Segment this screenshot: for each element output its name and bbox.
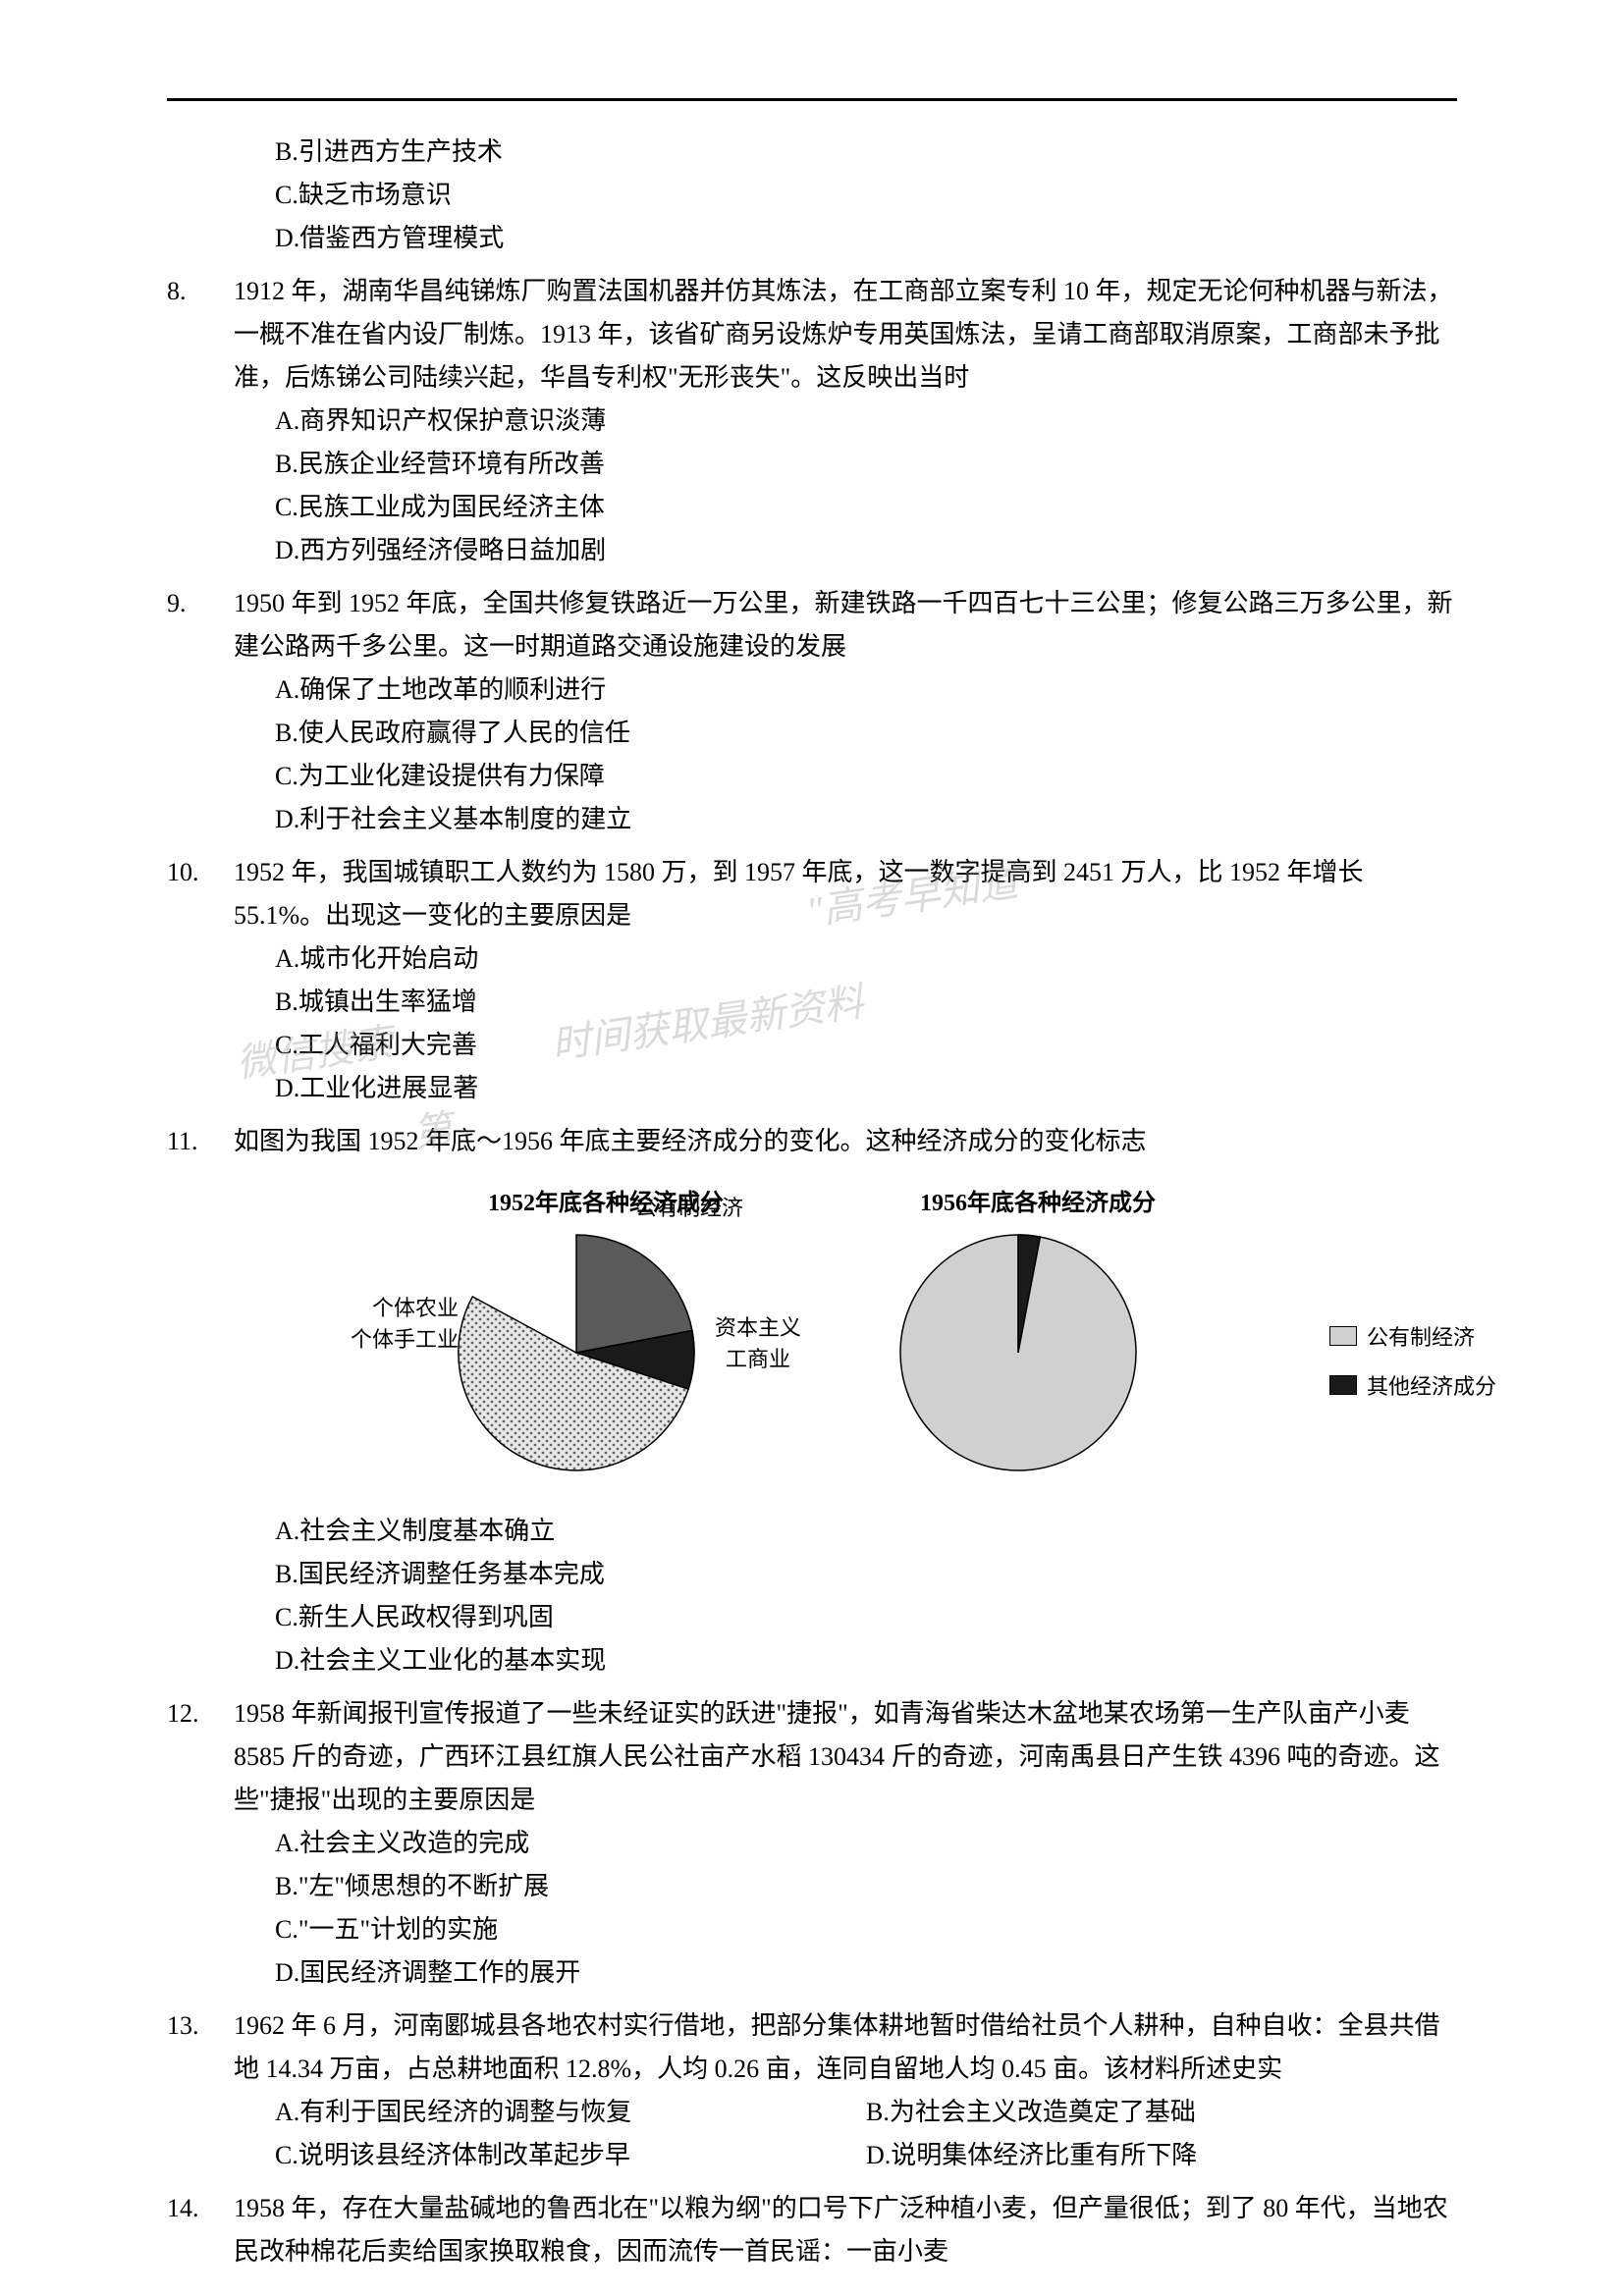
q10-option-c: C.工人福利大完善 (167, 1024, 1457, 1067)
q9-option-c: C.为工业化建设提供有力保障 (167, 755, 1457, 798)
pie-1956-svg (891, 1225, 1146, 1480)
q11-stem: 11.如图为我国 1952 年底～1956 年底主要经济成分的变化。这种经济成分… (167, 1120, 1457, 1163)
q8-option-b: B.民族企业经营环境有所改善 (167, 443, 1457, 486)
chart-1952: 1952年底各种经济成分 (439, 1183, 773, 1480)
q13-row1: A.有利于国民经济的调整与恢复 B.为社会主义改造奠定了基础 (167, 2091, 1457, 2134)
question-9: 9.1950 年到 1952 年底，全国共修复铁路近一万公里，新建铁路一千四百七… (167, 582, 1457, 841)
question-11: 11.如图为我国 1952 年底～1956 年底主要经济成分的变化。这种经济成分… (167, 1120, 1457, 1682)
legend-label-other: 其他经济成分 (1367, 1369, 1496, 1401)
q12-option-d: D.国民经济调整工作的展开 (167, 1951, 1457, 1995)
q11-option-c: C.新生人民政权得到巩固 (167, 1596, 1457, 1639)
question-10: 10.1952 年，我国城镇职工人数约为 1580 万，到 1957 年底，这一… (167, 851, 1457, 1110)
q13-stem: 13.1962 年 6 月，河南郾城县各地农村实行借地，把部分集体耕地暂时借给社… (167, 2004, 1457, 2091)
q12-option-c: C."一五"计划的实施 (167, 1908, 1457, 1951)
q12-option-b: B."左"倾思想的不断扩展 (167, 1865, 1457, 1908)
q10-option-a: A.城市化开始启动 (167, 937, 1457, 981)
chart-legend: 公有制经济 其他经济成分 (1329, 1320, 1496, 1418)
top-rule (167, 98, 1457, 101)
chart-1956-title: 1956年底各种经济成分 (891, 1183, 1185, 1217)
q11-option-d: D.社会主义工业化的基本实现 (167, 1639, 1457, 1682)
label-individual: 个体农业 个体手工业 (351, 1291, 459, 1354)
q11-option-a: A.社会主义制度基本确立 (167, 1510, 1457, 1553)
q13-option-c: C.说明该县经济体制改革起步早 (275, 2134, 866, 2177)
q9-stem: 9.1950 年到 1952 年底，全国共修复铁路近一万公里，新建铁路一千四百七… (167, 582, 1457, 668)
q9-option-d: D.利于社会主义基本制度的建立 (167, 798, 1457, 841)
question-14: 14.1958 年，存在大量盐碱地的鲁西北在"以粮为纲"的口号下广泛种植小麦，但… (167, 2187, 1457, 2273)
question-8: 8.1912 年，湖南华昌纯锑炼厂购置法国机器并仿其炼法，在工商部立案专利 10… (167, 270, 1457, 572)
legend-other: 其他经济成分 (1329, 1369, 1496, 1401)
legend-public: 公有制经济 (1329, 1320, 1496, 1352)
q13-option-a: A.有利于国民经济的调整与恢复 (275, 2091, 866, 2134)
label-public-1952: 公有制经济 (635, 1191, 743, 1222)
q11-option-b: B.国民经济调整任务基本完成 (167, 1553, 1457, 1596)
q9-option-a: A.确保了土地改革的顺利进行 (167, 668, 1457, 712)
legend-label-public: 公有制经济 (1367, 1320, 1475, 1352)
option-b-leading: B.引进西方生产技术 (275, 131, 1457, 174)
question-13: 13.1962 年 6 月，河南郾城县各地农村实行借地，把部分集体耕地暂时借给社… (167, 2004, 1457, 2177)
charts-container: 1952年底各种经济成分 (167, 1183, 1457, 1480)
q8-option-a: A.商界知识产权保护意识淡薄 (167, 400, 1457, 443)
q13-option-d: D.说明集体经济比重有所下降 (866, 2134, 1457, 2177)
q8-option-d: D.西方列强经济侵略日益加剧 (167, 529, 1457, 572)
q10-stem: 10.1952 年，我国城镇职工人数约为 1580 万，到 1957 年底，这一… (167, 851, 1457, 937)
q8-stem: 8.1912 年，湖南华昌纯锑炼厂购置法国机器并仿其炼法，在工商部立案专利 10… (167, 270, 1457, 400)
question-12: 12.1958 年新闻报刊宣传报道了一些未经证实的跃进"捷报"，如青海省柴达木盆… (167, 1692, 1457, 1995)
label-capitalist: 资本主义工商业 (714, 1310, 802, 1373)
q9-option-b: B.使人民政府赢得了人民的信任 (167, 712, 1457, 755)
option-c-leading: C.缺乏市场意识 (275, 174, 1457, 217)
q13-option-b: B.为社会主义改造奠定了基础 (866, 2091, 1457, 2134)
legend-swatch-other (1329, 1375, 1357, 1395)
option-d-leading: D.借鉴西方管理模式 (275, 217, 1457, 260)
legend-swatch-public (1329, 1326, 1357, 1346)
q12-option-a: A.社会主义改造的完成 (167, 1822, 1457, 1865)
q12-stem: 12.1958 年新闻报刊宣传报道了一些未经证实的跃进"捷报"，如青海省柴达木盆… (167, 1692, 1457, 1822)
q10-option-d: D.工业化进展显著 (167, 1067, 1457, 1110)
q14-stem: 14.1958 年，存在大量盐碱地的鲁西北在"以粮为纲"的口号下广泛种植小麦，但… (167, 2187, 1457, 2273)
q13-row2: C.说明该县经济体制改革起步早 D.说明集体经济比重有所下降 (167, 2134, 1457, 2177)
q8-option-c: C.民族工业成为国民经济主体 (167, 486, 1457, 529)
q10-option-b: B.城镇出生率猛增 (167, 981, 1457, 1024)
chart-1956: 1956年底各种经济成分 (891, 1183, 1185, 1480)
leading-options: B.引进西方生产技术 C.缺乏市场意识 D.借鉴西方管理模式 (167, 131, 1457, 260)
pie-1952-svg (439, 1225, 714, 1480)
